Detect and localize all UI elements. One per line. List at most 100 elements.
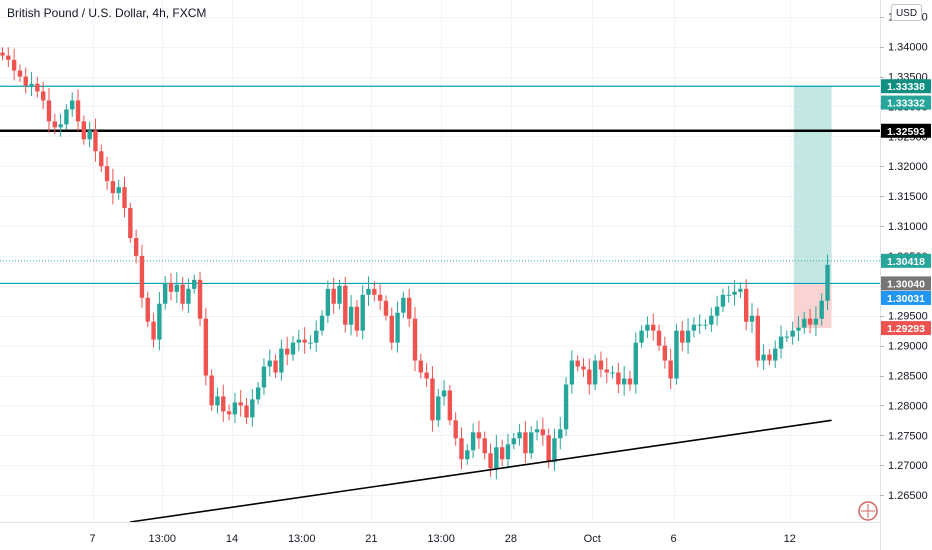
candle [714,295,720,326]
candle [412,306,418,372]
candle-body [343,285,348,325]
time-tick-label: 14 [226,533,238,545]
trendline[interactable] [130,419,832,523]
candle [383,295,389,321]
candle [290,335,296,361]
candle [587,358,592,395]
candle [174,272,179,303]
candle-body [441,390,447,397]
candle [81,115,87,145]
candle [128,202,133,243]
candle [29,71,34,97]
candle [796,315,801,342]
candle [691,317,697,338]
candle-body [825,264,830,301]
candle [377,284,383,311]
time-tick-label: 12 [784,533,796,545]
time-tick-label: 7 [89,533,95,545]
candle [186,278,191,314]
candle [726,285,731,303]
time-tick-label: 13:00 [427,533,455,545]
candle-body [122,187,127,209]
price-tag-box [881,276,931,291]
candle-body [505,444,511,460]
candle-body [749,315,755,322]
candle-body [813,318,819,325]
candle-body [714,306,720,316]
candle-body [447,390,453,421]
candle-body [279,348,284,373]
candle [6,47,11,68]
candle-body [552,438,557,463]
support-trendline[interactable] [130,419,832,523]
candle [11,48,17,81]
candle-body [517,432,522,439]
candle-body [819,300,824,319]
candle-body [232,402,238,415]
currency-badge[interactable]: USD [891,4,922,21]
candle [325,280,331,324]
candle-body [255,387,261,400]
price-tag-label: 1.33338 [887,81,925,93]
candle-body [459,438,464,460]
candle [656,324,662,352]
candle [552,428,557,471]
candle-body [529,432,534,454]
candle [807,309,813,334]
candle-body [215,396,220,406]
candle [23,67,28,94]
candle [563,376,569,437]
candle-body [110,181,116,194]
candle [802,311,807,334]
time-axis[interactable]: 7 13:00 14 13:00 21 13:00 28 Oct 6 12 [0,522,880,546]
candle-body [621,378,627,385]
candle-body [720,294,726,307]
time-tick-label: Oct [584,533,601,545]
price-tag-box [881,79,931,94]
candle [436,388,441,428]
candle-body [157,303,162,340]
currency-label: USD [896,8,917,19]
price-tick-label: 1.31500 [888,191,928,203]
candle [569,350,575,394]
candle [75,89,81,132]
candle-body [534,429,540,433]
candle [424,362,429,388]
candle-body [366,288,371,295]
candle-body [331,288,336,304]
candle-body [662,345,668,361]
candle [314,320,319,352]
candle-body [738,288,743,292]
candle [767,349,772,366]
time-tick-label: 13:00 [149,533,177,545]
candle [459,427,464,470]
candle [372,281,377,302]
candle [755,308,760,368]
candle [331,277,336,314]
candle-body [407,297,412,319]
candle [645,316,650,339]
candle-body [755,315,760,361]
candle-body [58,124,63,128]
candle [668,348,673,390]
candle-body [604,369,609,373]
candle [778,325,784,359]
candle-body [261,366,267,388]
candle [430,366,435,432]
candle-body [52,121,57,128]
candle [441,380,447,406]
candle-body [17,70,23,77]
price-tag: 1.33338 [881,79,931,94]
settings-icon[interactable] [858,501,878,521]
price-tag: 1.32593 [881,123,931,138]
candle-body [616,372,621,385]
candle-body [668,360,673,379]
candle-body [273,360,278,373]
candle [407,288,412,327]
candle-body [186,288,191,304]
candle-body [139,255,145,298]
price-tag-label: 1.30418 [887,256,925,268]
price-tick-label: 1.29000 [888,341,928,353]
candle [592,354,598,390]
